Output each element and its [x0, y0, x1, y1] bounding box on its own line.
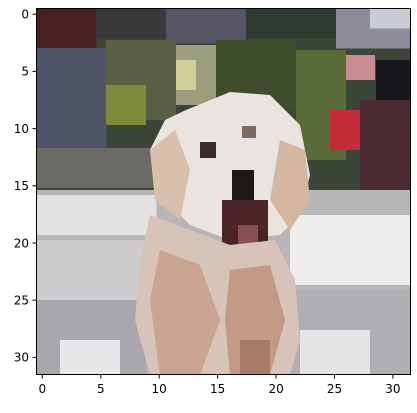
y-tick-label: 10 [14, 122, 29, 136]
image-frame [36, 8, 411, 375]
y-tick-label: 5 [21, 65, 29, 79]
x-tick-label: 15 [210, 382, 225, 396]
y-axis: 0 5 10 15 20 25 30 [14, 8, 37, 365]
y-tick-label: 0 [21, 8, 29, 22]
y-tick-label: 30 [14, 351, 29, 365]
pixel-image [36, 8, 411, 375]
x-tick-label: 30 [385, 382, 400, 396]
x-tick-label: 5 [97, 382, 105, 396]
x-axis: 0 5 10 15 20 25 30 [38, 374, 401, 396]
x-tick-label: 20 [268, 382, 283, 396]
y-tick-label: 15 [14, 179, 29, 193]
x-tick-label: 0 [38, 382, 46, 396]
x-tick-label: 25 [327, 382, 342, 396]
y-tick-label: 25 [14, 294, 29, 308]
x-tick-label: 10 [152, 382, 167, 396]
y-tick-label: 20 [14, 236, 29, 250]
